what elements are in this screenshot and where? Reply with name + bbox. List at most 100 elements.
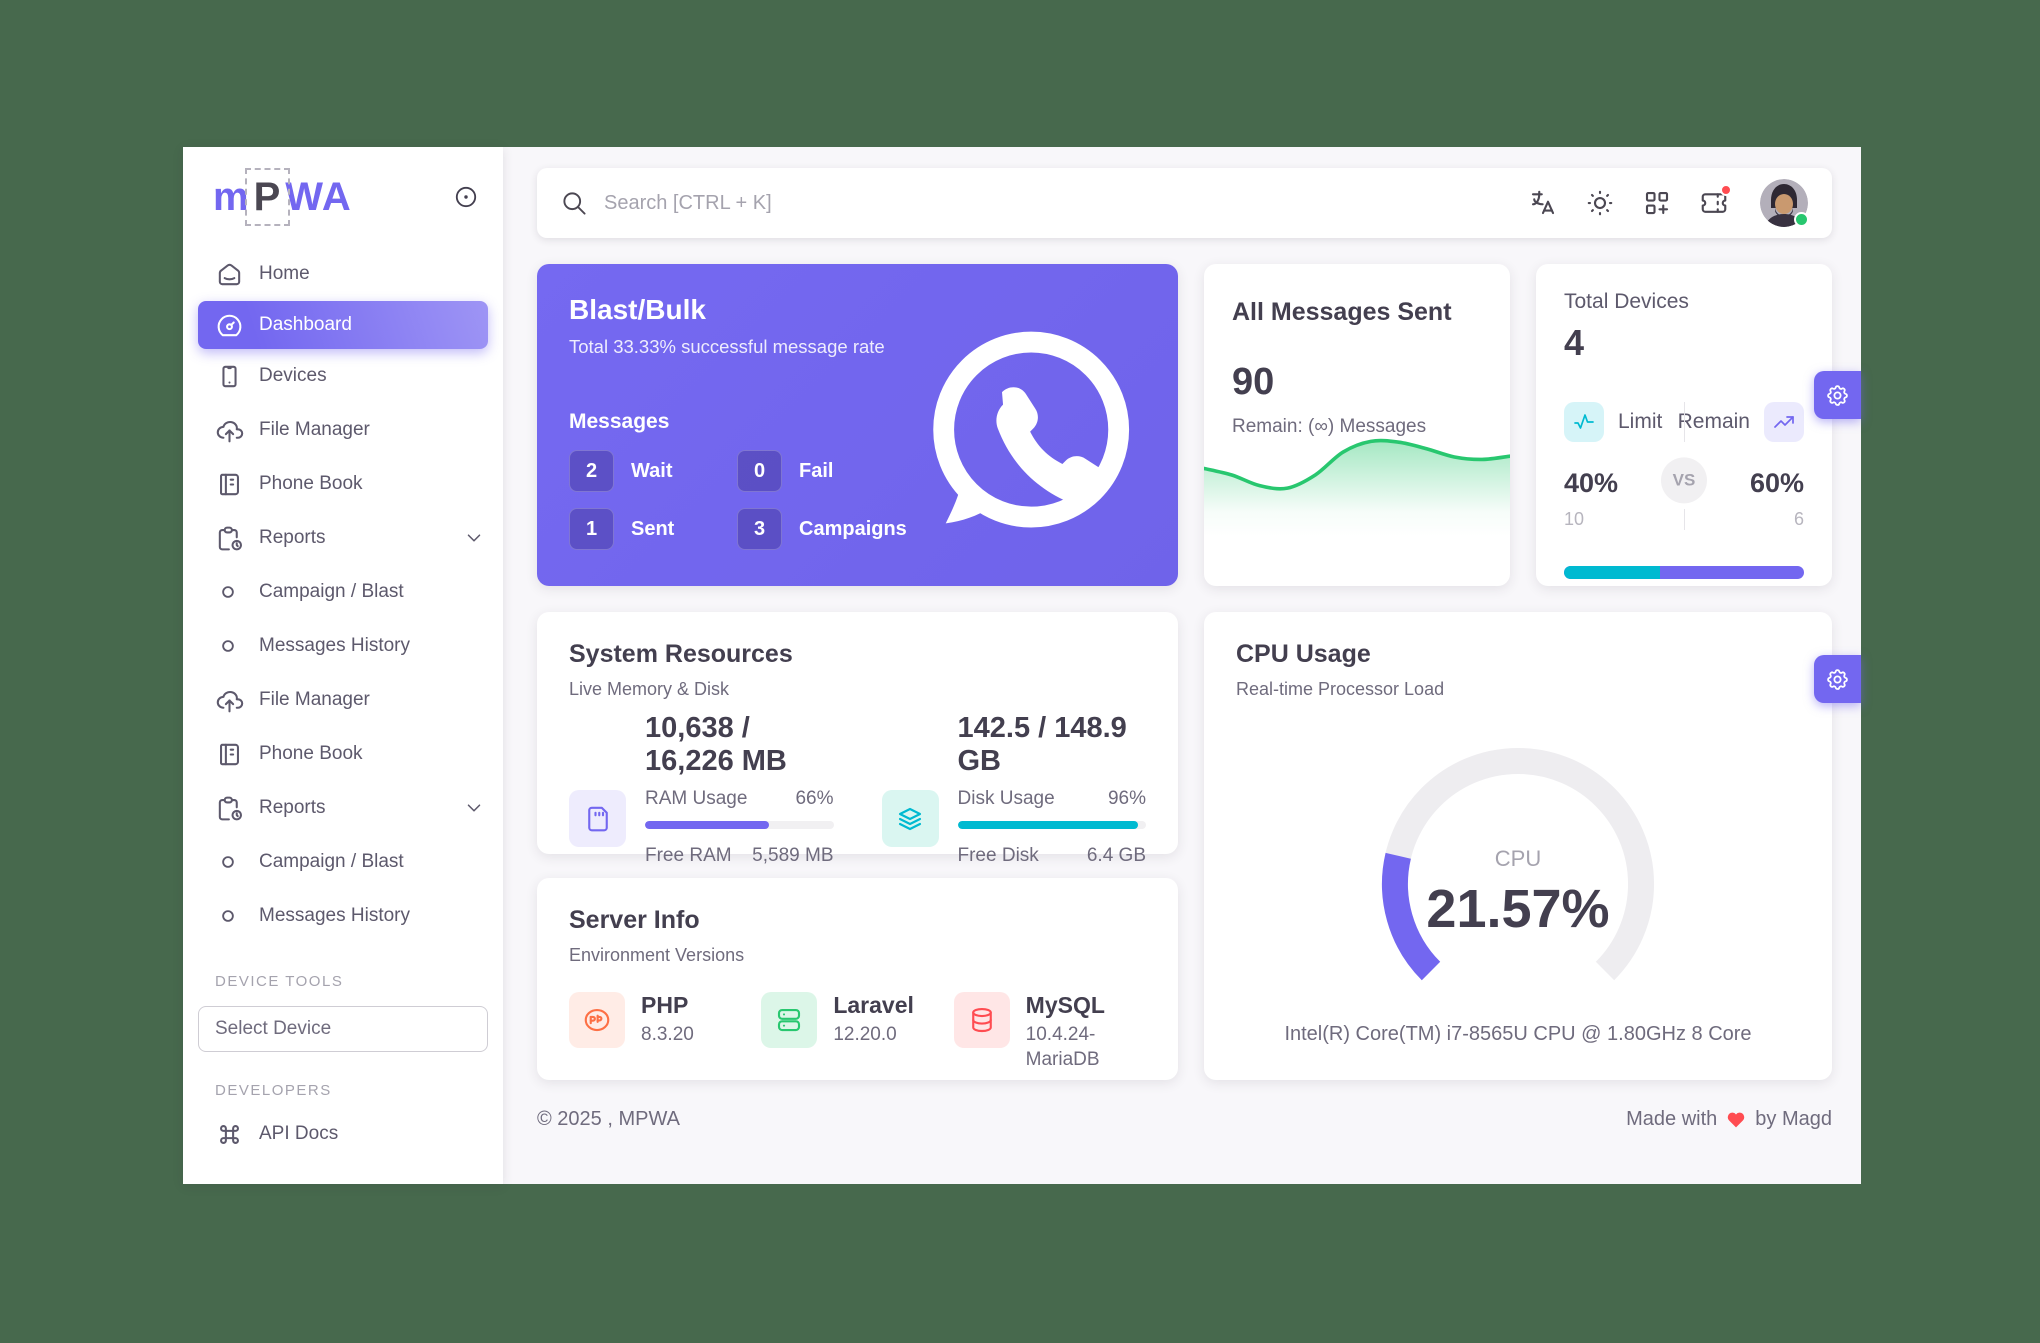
copyright-text: © 2025 , MPWA xyxy=(537,1108,680,1130)
sidebar-item-campaign-blast-2[interactable]: Campaign / Blast xyxy=(183,835,503,889)
trending-up-icon xyxy=(1774,416,1794,428)
ram-usage-label: RAM Usage xyxy=(645,788,748,809)
disk-usage-label: Disk Usage xyxy=(957,788,1055,809)
dashboard-icon xyxy=(217,314,242,336)
processor-name: Intel(R) Core(TM) i7-8565U CPU @ 1.80GHz… xyxy=(1284,1023,1752,1045)
stat-sent: 1 Sent xyxy=(569,508,737,550)
chevron-down-icon xyxy=(467,804,481,812)
devices-counts: 10 6 xyxy=(1564,509,1804,530)
chevron-down-icon xyxy=(467,534,481,542)
search-icon[interactable] xyxy=(561,190,588,217)
remain-count: 6 xyxy=(1793,509,1804,529)
section-developers: DEVELOPERS xyxy=(215,1082,332,1099)
disk-progress-fill xyxy=(957,821,1139,829)
devices-progress-bar xyxy=(1564,566,1804,579)
left-column: System Resources Live Memory & Disk 10,6… xyxy=(537,612,1178,1080)
activity-icon xyxy=(1574,414,1594,429)
devices-legend: Limit Remain xyxy=(1564,402,1804,442)
sidebar-item-messages-history[interactable]: Messages History xyxy=(183,619,503,673)
cards-row-2: System Resources Live Memory & Disk 10,6… xyxy=(537,612,1832,1080)
sidebar-item-devices[interactable]: Devices xyxy=(183,349,503,403)
notifications-icon[interactable] xyxy=(1699,184,1732,218)
settings-gear-button-2[interactable] xyxy=(1814,655,1861,703)
language-icon[interactable] xyxy=(1528,188,1558,218)
free-ram-label: Free RAM xyxy=(645,845,732,866)
php-icon xyxy=(569,992,625,1048)
sidebar-item-dashboard[interactable]: Dashboard xyxy=(198,301,488,349)
topbar-icons xyxy=(1528,179,1809,227)
heart-icon xyxy=(1728,1112,1745,1127)
blast-bulk-card: Blast/Bulk Total 33.33% successful messa… xyxy=(537,264,1178,586)
search-input[interactable] xyxy=(604,191,1528,215)
ram-progress-fill xyxy=(645,821,770,829)
legend-divider xyxy=(1684,402,1685,442)
sidebar-item-reports[interactable]: Reports xyxy=(183,511,503,565)
messages-title: All Messages Sent xyxy=(1232,298,1452,326)
vs-badge: VS xyxy=(1661,456,1707,503)
select-device-dropdown[interactable]: Select Device xyxy=(198,1006,488,1052)
notification-badge xyxy=(1720,184,1732,196)
sidebar-item-home[interactable]: Home xyxy=(183,247,503,301)
messages-remain: Remain: (∞) Messages xyxy=(1232,416,1427,437)
disk-resource: 142.5 / 148.9 GB Disk Usage 96% xyxy=(881,712,1146,867)
sidebar-item-phone-book-2[interactable]: Phone Book xyxy=(183,727,503,781)
cpu-gauge-chart: CPU 21.57% xyxy=(1358,734,1678,1034)
ram-progress-track xyxy=(645,821,834,829)
phone-book-icon xyxy=(220,473,239,495)
sidebar-nav: Home Dashboard Devices File Manager Phon… xyxy=(183,247,503,943)
app-window: m P WA Home Dashboard Devices File Manager xyxy=(183,147,1861,1184)
disk-usage-percent: 96% xyxy=(1107,788,1146,809)
blast-title: Blast/Bulk xyxy=(569,294,706,325)
sidebar-item-messages-history-2[interactable]: Messages History xyxy=(183,889,503,943)
user-avatar[interactable] xyxy=(1760,179,1809,227)
sysres-title: System Resources xyxy=(569,640,793,668)
sidebar-item-api-docs[interactable]: API Docs xyxy=(183,1107,503,1161)
sidebar-item-file-manager-2[interactable]: File Manager xyxy=(183,673,503,727)
stat-fail: 0 Fail xyxy=(737,450,989,492)
sidebar-item-phone-book[interactable]: Phone Book xyxy=(183,457,503,511)
remain-percent: 60% xyxy=(1749,468,1804,498)
devices-count: 4 xyxy=(1564,322,1585,363)
free-disk-value: 6.4 GB xyxy=(1086,845,1146,866)
memory-icon xyxy=(569,790,626,847)
home-icon xyxy=(218,263,241,285)
blast-messages-label: Messages xyxy=(569,410,670,433)
stat-wait: 2 Wait xyxy=(569,450,737,492)
disk-value: 142.5 / 148.9 GB xyxy=(957,712,1127,777)
sidebar-item-campaign-blast[interactable]: Campaign / Blast xyxy=(183,565,503,619)
blast-stats: 2 Wait 0 Fail 1 Sent 3 Campaigns xyxy=(569,450,989,550)
gear-icon xyxy=(1827,384,1848,406)
devices-title: Total Devices xyxy=(1564,290,1689,313)
shortcuts-grid-icon[interactable] xyxy=(1642,188,1672,218)
sidebar-pin-icon[interactable] xyxy=(453,184,479,210)
report-icon xyxy=(218,526,243,550)
top-search-bar xyxy=(537,168,1832,238)
messages-sparkline-chart xyxy=(1204,428,1510,536)
laravel-version-item: Laravel 12.20.0 xyxy=(761,992,953,1072)
mysql-icon xyxy=(953,992,1010,1048)
online-status-dot xyxy=(1794,212,1809,227)
limit-segment xyxy=(1564,566,1660,579)
mysql-version-item: MySQL 10.4.24-MariaDB xyxy=(953,992,1146,1072)
settings-gear-button-1[interactable] xyxy=(1814,371,1861,419)
cpu-usage-card: CPU Usage Real-time Processor Load CPU 2… xyxy=(1204,612,1832,1080)
cpu-subtitle: Real-time Processor Load xyxy=(1236,679,1445,699)
brand-logo[interactable]: m P WA xyxy=(213,168,352,226)
sidebar-item-file-manager[interactable]: File Manager xyxy=(183,403,503,457)
blast-subtitle: Total 33.33% successful message rate xyxy=(569,336,885,357)
circle-icon xyxy=(222,910,234,922)
main-content: Blast/Bulk Total 33.33% successful messa… xyxy=(503,147,1861,1184)
smartphone-icon xyxy=(222,365,237,387)
devices-percentages: 40% VS 60% xyxy=(1564,456,1804,503)
free-disk-label: Free Disk xyxy=(957,845,1039,866)
footer: © 2025 , MPWA Made with by Magd xyxy=(537,1108,1832,1131)
sysres-subtitle: Live Memory & Disk xyxy=(569,679,730,699)
gauge-value: 21.57% xyxy=(1426,879,1610,939)
sidebar-header: m P WA xyxy=(183,147,503,226)
disk-stack-icon xyxy=(881,790,939,847)
theme-sun-icon[interactable] xyxy=(1585,188,1615,218)
sidebar-item-reports-2[interactable]: Reports xyxy=(183,781,503,835)
total-devices-card: Total Devices 4 Limit Remain 40% xyxy=(1536,264,1832,586)
stat-campaigns: 3 Campaigns xyxy=(737,508,989,550)
all-messages-card: All Messages Sent 90 Remain: (∞) Message… xyxy=(1204,264,1510,586)
